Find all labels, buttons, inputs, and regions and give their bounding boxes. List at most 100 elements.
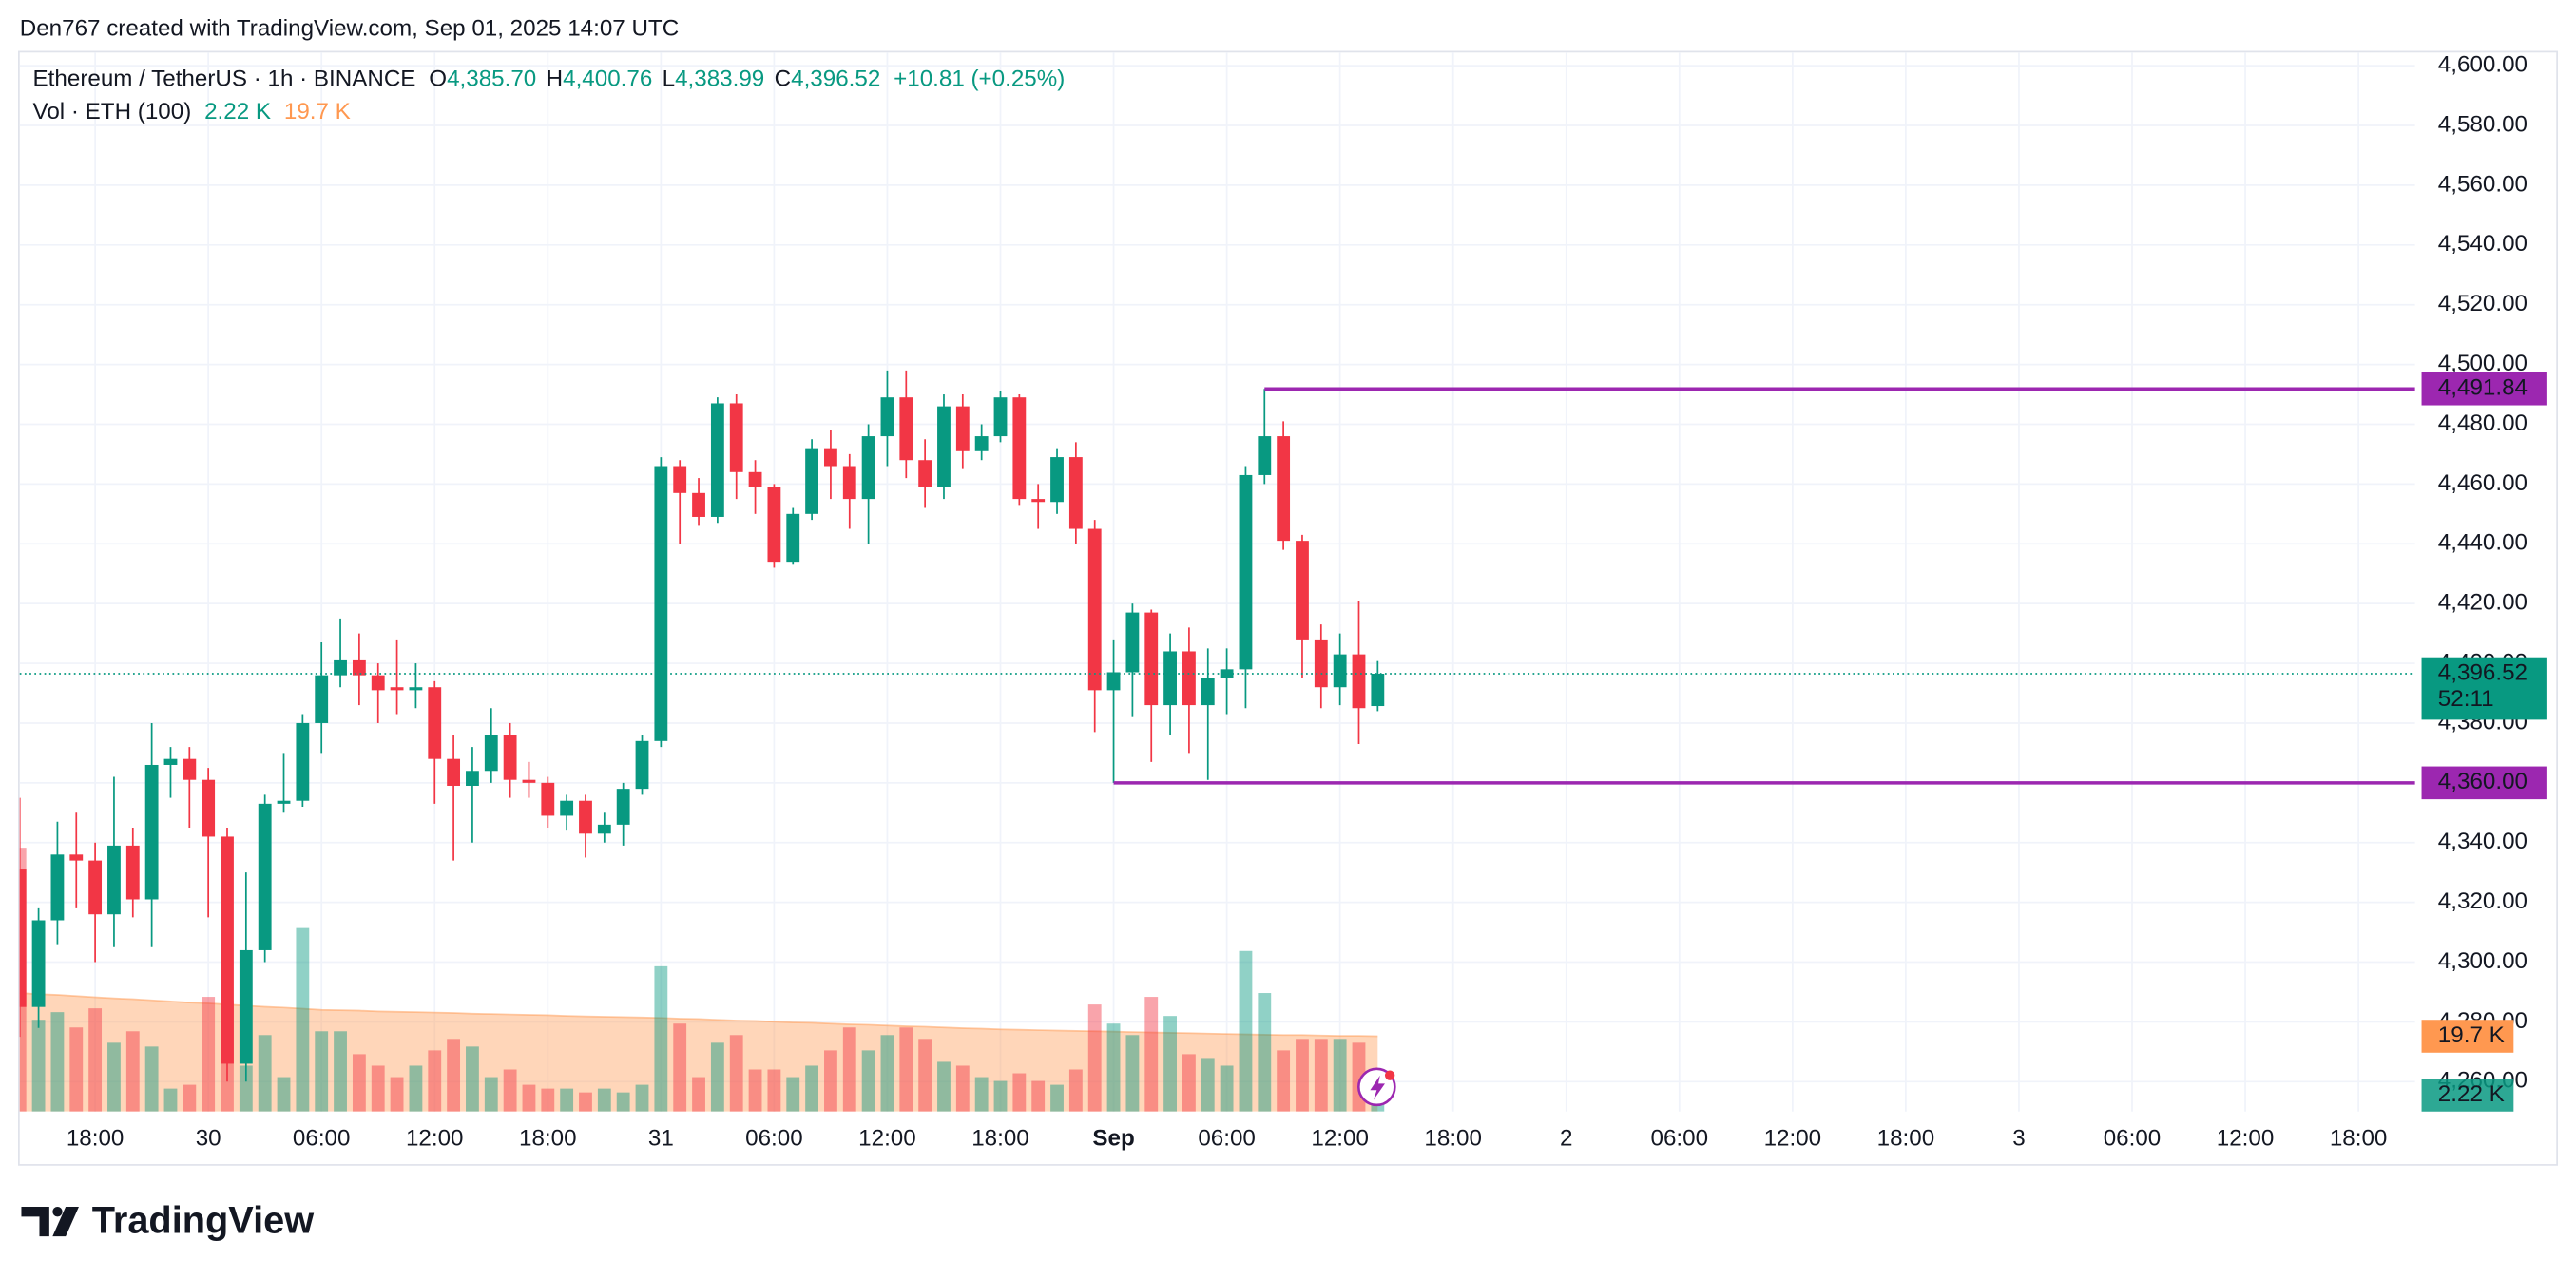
volume-last-box: [2421, 1079, 2514, 1112]
candle-body: [786, 513, 800, 563]
candle-body: [144, 764, 159, 900]
y-tick-label: 4,420.00: [2438, 590, 2528, 616]
volume-bar: [50, 1012, 65, 1112]
volume-bar: [239, 1065, 253, 1112]
candle-body: [673, 466, 687, 493]
candle-body: [974, 436, 989, 451]
volume-bar: [1220, 1065, 1234, 1112]
candle-body: [221, 836, 234, 1064]
volume-ma-box: [2421, 1020, 2514, 1053]
last-price-box: [2421, 657, 2547, 720]
y-tick-label: 4,440.00: [2438, 530, 2528, 556]
candle-body: [1144, 612, 1159, 706]
volume-bar: [315, 1031, 329, 1112]
candle-body: [447, 758, 461, 786]
x-tick-label: 18:00: [1424, 1126, 1482, 1152]
volume-bar: [31, 1020, 46, 1112]
ohlc-key: H: [547, 67, 563, 92]
candle-body: [654, 466, 668, 741]
volume-bar: [729, 1035, 743, 1112]
volume-title: Vol · ETH (100): [33, 100, 192, 125]
candle-body: [861, 436, 875, 500]
volume-bar: [371, 1065, 385, 1112]
volume-bar: [824, 1050, 837, 1112]
volume-bar: [183, 1084, 197, 1112]
y-tick-label: 4,300.00: [2438, 948, 2528, 974]
volume-ma-area: [19, 993, 1378, 1112]
candle-body: [239, 949, 253, 1064]
x-tick-label: 18:00: [971, 1126, 1029, 1152]
volume-bar: [1087, 1004, 1102, 1112]
candle-body: [1182, 651, 1196, 706]
brand-logo: [21, 1206, 79, 1237]
volume-bar: [296, 927, 310, 1112]
x-tick-label: 06:00: [1651, 1126, 1709, 1152]
candle-body: [937, 406, 951, 487]
candle-body: [729, 403, 743, 472]
volume-bar: [69, 1027, 84, 1112]
y-tick-label: 4,600.00: [2438, 52, 2528, 78]
y-tick-label: 4,460.00: [2438, 470, 2528, 496]
x-tick-label: 06:00: [745, 1126, 803, 1152]
volume-bar: [635, 1084, 649, 1112]
candle-body: [277, 800, 291, 804]
volume-bar: [1296, 1039, 1309, 1112]
candle-body: [296, 722, 310, 801]
candle-body: [352, 659, 366, 676]
volume-bar: [579, 1092, 592, 1112]
candle-body: [579, 800, 592, 834]
y-tick-label: 4,480.00: [2438, 410, 2528, 436]
candle-body: [258, 803, 272, 950]
volume-bar: [861, 1050, 875, 1112]
candle-body: [1012, 397, 1027, 500]
x-tick-label: 18:00: [2330, 1126, 2388, 1152]
candle-body: [1201, 678, 1215, 706]
candle-body: [748, 471, 762, 487]
volume-bar: [993, 1080, 1008, 1112]
volume-bar: [1277, 1050, 1291, 1112]
candle-body: [899, 397, 913, 461]
volume-last-axis-label: 2.22 K: [2438, 1081, 2505, 1107]
y-tick-label: 4,580.00: [2438, 111, 2528, 137]
candle-body: [69, 854, 84, 861]
candle-body: [107, 845, 121, 915]
volume-bar: [899, 1027, 913, 1112]
level-label: 4,491.84: [2438, 375, 2528, 401]
volume-bar: [937, 1061, 951, 1112]
candle-body: [1258, 436, 1272, 475]
countdown-label: 52:11: [2438, 686, 2494, 712]
x-tick-label: 18:00: [1877, 1126, 1935, 1152]
candle-body: [409, 687, 423, 691]
symbol-legend: Ethereum / TetherUS · 1h · BINANCE O4,385…: [33, 67, 1066, 92]
plot: [19, 370, 1385, 1112]
volume-bar: [1239, 950, 1253, 1112]
volume-bar: [805, 1065, 819, 1112]
volume-bar: [88, 1008, 103, 1112]
attribution: Den767 created with TradingView.com, Sep…: [20, 15, 679, 41]
volume-bar: [1050, 1084, 1064, 1112]
candle-body: [692, 492, 705, 517]
candle-body: [805, 448, 819, 514]
candle-body: [31, 920, 46, 1007]
volume-ma-value: 19.7 K: [284, 100, 351, 125]
y-tick-label: 4,500.00: [2438, 351, 2528, 376]
candle-body: [371, 675, 385, 691]
ohlc-key: L: [663, 67, 675, 92]
candle-body: [125, 845, 140, 900]
brand-name: TradingView: [92, 1200, 314, 1242]
x-tick-label: 12:00: [1311, 1126, 1369, 1152]
volume-bar: [955, 1065, 970, 1112]
volume-bar: [163, 1088, 178, 1112]
volume-bar: [597, 1088, 611, 1112]
volume-bar: [616, 1092, 630, 1112]
ohlc-value: 4,383.99: [675, 67, 764, 92]
candle-body: [1050, 457, 1064, 503]
volume-bar: [560, 1088, 574, 1112]
candle-body: [1333, 654, 1347, 688]
candle-body: [710, 403, 724, 517]
candle-body: [635, 740, 649, 790]
candle-body: [315, 675, 329, 723]
x-tick-label: Sep: [1092, 1126, 1134, 1152]
volume-bar: [748, 1069, 762, 1112]
